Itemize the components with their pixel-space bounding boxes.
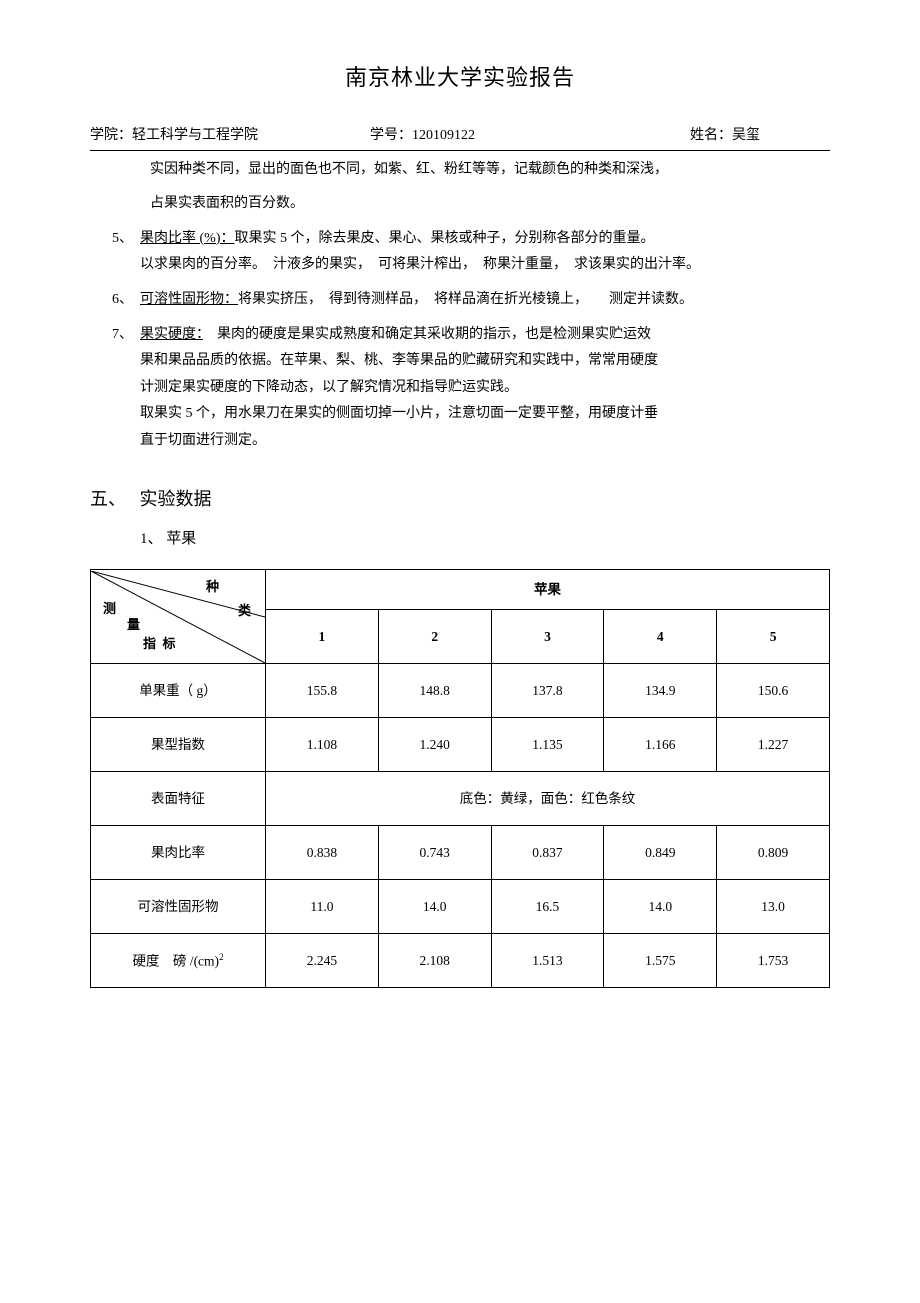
cell: 1.240 xyxy=(378,718,491,772)
name-value: 吴玺 xyxy=(732,128,760,143)
col-3: 3 xyxy=(491,610,604,664)
diag-header-cell: 种 类 测 量 指 标 xyxy=(91,570,266,664)
cell: 14.0 xyxy=(604,880,717,934)
diag-type: 类 xyxy=(238,601,251,622)
col-4: 4 xyxy=(604,610,717,664)
col-1: 1 xyxy=(266,610,379,664)
row-hardness-label: 硬度 磅 /(cm)2 xyxy=(91,934,266,988)
diag-amount: 量 xyxy=(127,615,140,636)
cell: 0.837 xyxy=(491,826,604,880)
cell: 16.5 xyxy=(491,880,604,934)
row-hardness: 硬度 磅 /(cm)2 2.245 2.108 1.513 1.575 1.75… xyxy=(91,934,830,988)
cell: 0.838 xyxy=(266,826,379,880)
cell: 1.135 xyxy=(491,718,604,772)
cell: 1.513 xyxy=(491,934,604,988)
item-6-label: 可溶性固形物： xyxy=(140,292,238,307)
diag-measure: 测 xyxy=(103,599,116,620)
cell: 1.575 xyxy=(604,934,717,988)
col-2: 2 xyxy=(378,610,491,664)
item-7: 7、果实硬度： 果肉的硬度是果实成熟度和确定其采收期的指示，也是检测果实贮运效 … xyxy=(112,322,830,455)
surface-cell: 底色：黄绿，面色：红色条纹 xyxy=(266,772,830,826)
cell: 148.8 xyxy=(378,664,491,718)
item-7-num: 7、 xyxy=(112,322,140,349)
row-weight: 单果重（ g） 155.8 148.8 137.8 134.9 150.6 xyxy=(91,664,830,718)
cell: 2.108 xyxy=(378,934,491,988)
intro-line-2: 占果实表面积的百分数。 xyxy=(150,191,830,218)
cell: 2.245 xyxy=(266,934,379,988)
item-5-num: 5、 xyxy=(112,226,140,253)
item-5-after: 以求果肉的百分率。 汁液多的果实， 可将果汁榨出， 称果汁重量， 求该果实的出汁… xyxy=(140,252,830,279)
id-value: 120109122 xyxy=(412,128,475,143)
cell: 0.743 xyxy=(378,826,491,880)
item-7-p2: 计测定果实硬度的下降动态，以了解究情况和指导贮运实践。 xyxy=(140,375,830,402)
cell: 0.809 xyxy=(717,826,830,880)
cell: 1.108 xyxy=(266,718,379,772)
species-header: 苹果 xyxy=(266,570,830,610)
item-6: 6、可溶性固形物：将果实挤压， 得到待测样品， 将样品滴在折光棱镜上， 测定并读… xyxy=(112,287,830,314)
row-shape-label: 果型指数 xyxy=(91,718,266,772)
apple-table: 种 类 测 量 指 标 苹果 1 2 3 4 5 单果重（ g） 155.8 1… xyxy=(90,569,830,988)
cell: 14.0 xyxy=(378,880,491,934)
item-7-label: 果实硬度： xyxy=(140,327,203,342)
cell: 134.9 xyxy=(604,664,717,718)
cell: 0.849 xyxy=(604,826,717,880)
cell: 155.8 xyxy=(266,664,379,718)
item-7-p1: 果和果品品质的依据。在苹果、梨、桃、李等果品的贮藏研究和实践中，常常用硬度 xyxy=(140,348,830,375)
item-6-num: 6、 xyxy=(112,287,140,314)
row-solids: 可溶性固形物 11.0 14.0 16.5 14.0 13.0 xyxy=(91,880,830,934)
col-5: 5 xyxy=(717,610,830,664)
item-7-p4: 直于切面进行测定。 xyxy=(140,428,830,455)
row-ratio: 果肉比率 0.838 0.743 0.837 0.849 0.809 xyxy=(91,826,830,880)
item-5-label: 果肉比率 (%)： xyxy=(140,231,235,246)
item-6-text: 将果实挤压， 得到待测样品， 将样品滴在折光棱镜上， 测定并读数。 xyxy=(238,292,693,307)
cell: 1.227 xyxy=(717,718,830,772)
id-label: 学号： xyxy=(370,128,412,143)
item-7-p3: 取果实 5 个，用水果刀在果实的侧面切掉一小片，注意切面一定要平整，用硬度计垂 xyxy=(140,401,830,428)
cell: 150.6 xyxy=(717,664,830,718)
intro-line-1: 实因种类不同，显出的面色也不同，如紫、红、粉红等等，记载颜色的种类和深浅， xyxy=(150,157,830,184)
item-7-text: 果肉的硬度是果实成熟度和确定其采收期的指示，也是检测果实贮运效 xyxy=(203,327,651,342)
row-surface-label: 表面特征 xyxy=(91,772,266,826)
header-line: 学院：轻工科学与工程学院 学号：120109122 姓名：吴玺 xyxy=(90,125,830,150)
diag-indicator: 指 标 xyxy=(143,634,176,655)
college: 学院：轻工科学与工程学院 xyxy=(90,125,370,147)
cell: 137.8 xyxy=(491,664,604,718)
row-shape: 果型指数 1.108 1.240 1.135 1.166 1.227 xyxy=(91,718,830,772)
item-5-text: 取果实 5 个，除去果皮、果心、果核或种子，分别称各部分的重量。 xyxy=(235,231,655,246)
item-5: 5、果肉比率 (%)：取果实 5 个，除去果皮、果心、果核或种子，分别称各部分的… xyxy=(112,226,830,279)
report-title: 南京林业大学实验报告 xyxy=(90,60,830,95)
cell: 1.753 xyxy=(717,934,830,988)
college-label: 学院： xyxy=(90,128,132,143)
section-5-heading: 五、 实验数据 xyxy=(90,485,830,514)
college-value: 轻工科学与工程学院 xyxy=(132,128,258,143)
row-surface: 表面特征 底色：黄绿，面色：红色条纹 xyxy=(91,772,830,826)
row-ratio-label: 果肉比率 xyxy=(91,826,266,880)
diag-kind: 种 xyxy=(206,577,219,598)
student-name: 姓名：吴玺 xyxy=(690,125,830,147)
name-label: 姓名： xyxy=(690,128,732,143)
row-solids-label: 可溶性固形物 xyxy=(91,880,266,934)
cell: 13.0 xyxy=(717,880,830,934)
section-5-sub: 1、 苹果 xyxy=(140,527,830,551)
student-id: 学号：120109122 xyxy=(370,125,690,147)
row-weight-label: 单果重（ g） xyxy=(91,664,266,718)
cell: 1.166 xyxy=(604,718,717,772)
cell: 11.0 xyxy=(266,880,379,934)
